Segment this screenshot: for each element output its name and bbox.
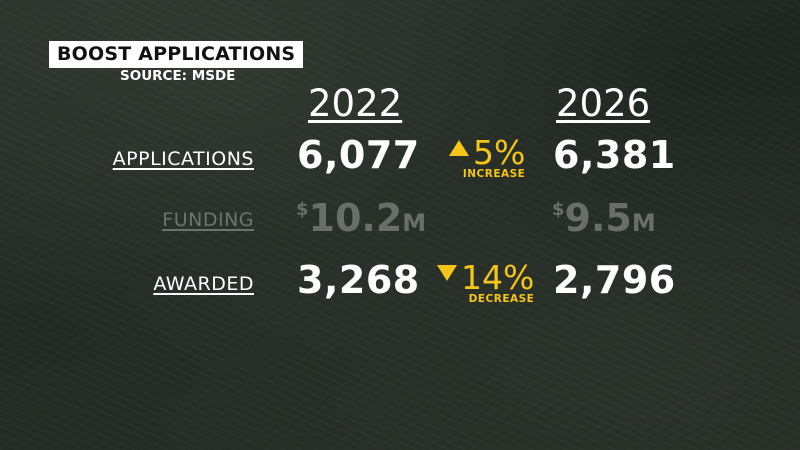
applications-change-percent: 5% bbox=[473, 133, 526, 172]
funding-2026-currency: $ bbox=[552, 199, 565, 220]
year-header-2026: 2026 bbox=[556, 82, 651, 125]
funding-2022-currency: $ bbox=[296, 199, 309, 220]
applications-change-word: INCREASE bbox=[462, 168, 526, 180]
funding-2022-unit: M bbox=[402, 209, 427, 237]
applications-2026-value: 6,381 bbox=[553, 133, 676, 177]
funding-2026-value: $9.5M bbox=[552, 196, 656, 240]
awarded-2026-value: 2,796 bbox=[553, 258, 676, 302]
year-header-2022: 2022 bbox=[308, 82, 403, 125]
row-label-applications: APPLICATIONS bbox=[112, 148, 254, 170]
funding-2026-number: 9.5 bbox=[564, 196, 632, 240]
applications-change: 5% INCREASE bbox=[449, 133, 525, 180]
triangle-down-icon bbox=[437, 265, 457, 281]
applications-2022-value: 6,077 bbox=[297, 133, 420, 177]
awarded-change-word: DECREASE bbox=[468, 293, 535, 305]
row-label-awarded: AWARDED bbox=[153, 273, 254, 295]
funding-2022-number: 10.2 bbox=[308, 196, 403, 240]
funding-2022-value: $10.2M bbox=[296, 196, 426, 240]
triangle-up-icon bbox=[449, 140, 469, 156]
awarded-2022-value: 3,268 bbox=[297, 258, 420, 302]
awarded-change: 14% DECREASE bbox=[437, 258, 534, 305]
page-title: BOOST APPLICATIONS bbox=[49, 41, 304, 68]
row-label-funding: FUNDING bbox=[162, 209, 254, 231]
source-label: SOURCE: MSDE bbox=[120, 68, 236, 84]
funding-2026-unit: M bbox=[631, 209, 656, 237]
awarded-change-percent: 14% bbox=[461, 258, 535, 297]
